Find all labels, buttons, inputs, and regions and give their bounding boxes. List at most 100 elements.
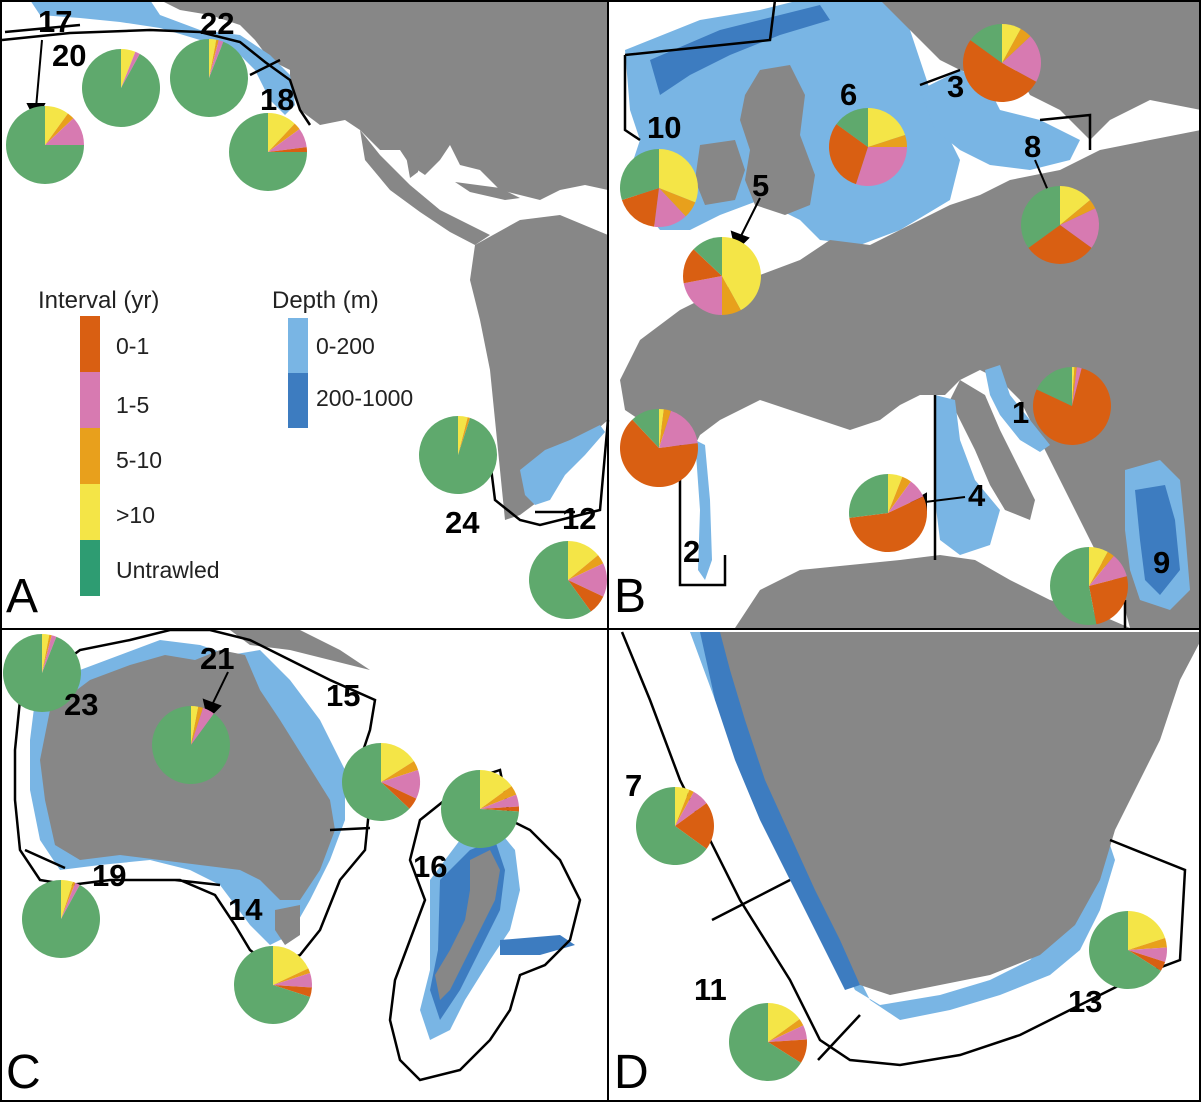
region-label-7: 7	[625, 768, 642, 803]
north-america-land	[160, 0, 608, 200]
pie-slice-15-gt10	[381, 743, 414, 782]
mediterranean-eez-boundary	[933, 395, 1127, 628]
pie-region-4	[849, 474, 927, 553]
patagonia-shelf	[520, 425, 605, 505]
pie-slice-6-gt10	[868, 108, 906, 147]
new-guinea-land	[230, 630, 370, 670]
pie-slice-19-1-5	[61, 882, 80, 919]
pie-slice-20-1-5	[121, 51, 140, 88]
chatham-rise-slope	[500, 935, 575, 955]
pie-slice-9-5-10	[1089, 551, 1114, 586]
pie-slice-20-gt10	[121, 49, 136, 88]
pie-slice-16-untrawled	[441, 770, 519, 848]
pie-slice-2-untrawled	[632, 409, 659, 448]
pie-slice-17-untrawled	[6, 106, 84, 184]
arrow-17	[35, 39, 43, 109]
region-label-16: 16	[413, 849, 447, 884]
pie-slice-5-untrawled	[693, 237, 722, 276]
pie-slice-13-1-5	[1128, 947, 1167, 963]
pie-slice-18-1-5	[268, 129, 307, 152]
panel-letter-a: A	[6, 570, 38, 623]
pie-slice-21-untrawled	[151, 706, 230, 784]
pie-region-6	[829, 108, 907, 187]
pie-region-2	[620, 409, 698, 487]
region-label-15: 15	[326, 678, 360, 713]
pie-slice-12-untrawled	[528, 541, 591, 619]
pie-slice-16-1-5	[480, 794, 519, 809]
pie-region-12	[528, 541, 608, 619]
new-zealand-land	[435, 850, 500, 1000]
italy-land	[950, 380, 1035, 520]
pie-slice-7-5-10	[675, 789, 694, 826]
scandinavia-land	[880, 0, 1201, 140]
panel-letters: A B C D	[6, 570, 649, 1099]
pie-slice-24-gt10	[458, 416, 468, 455]
pie-slice-16-5-10	[480, 786, 517, 809]
pie-region-8	[1021, 186, 1099, 264]
cuba-land	[455, 182, 520, 200]
pie-region-23	[3, 634, 82, 713]
pie-slice-21-5-10	[191, 706, 204, 745]
pie-slice-13-5-10	[1128, 937, 1167, 950]
pie-slice-23-5-10	[42, 634, 52, 673]
north-sea-slope	[650, 5, 830, 95]
pie-slice-23-gt10	[42, 634, 50, 673]
pie-slice-5-5-10	[722, 276, 741, 315]
pie-region-11	[728, 1003, 807, 1082]
north-sea-eez-boundary	[623, 0, 1092, 150]
pie-region-15	[341, 743, 420, 821]
pie-slice-19-gt10	[61, 880, 74, 919]
region-label-19: 19	[92, 858, 126, 893]
region-label-12: 12	[562, 501, 596, 536]
pie-slice-6-untrawled	[836, 108, 868, 147]
pie-slice-17-1-5	[45, 118, 84, 145]
pie-slice-10-5-10	[659, 188, 696, 217]
pie-slice-19-5-10	[61, 881, 76, 919]
britain-land	[740, 65, 815, 215]
pie-slice-2-gt10	[659, 409, 664, 448]
region-label-18: 18	[260, 82, 294, 117]
pie-slice-8-5-10	[1060, 200, 1096, 225]
region-label-13: 13	[1068, 984, 1102, 1019]
region-label-9: 9	[1153, 545, 1170, 580]
pie-slice-22-untrawled	[170, 39, 249, 117]
region-label-21: 21	[200, 641, 234, 676]
legend-label-5-10: 5-10	[116, 447, 162, 473]
pie-slice-13-0-1	[1128, 950, 1166, 971]
iberia-shelf	[695, 440, 712, 580]
pie-slice-3-5-10	[1002, 28, 1031, 63]
pie-slice-22-5-10	[209, 39, 219, 78]
pie-region-17	[6, 106, 84, 184]
pie-slice-15-5-10	[381, 761, 419, 782]
pie-slice-24-5-10	[458, 417, 471, 455]
pie-slice-14-untrawled	[234, 946, 311, 1024]
pie-region-5	[683, 237, 761, 315]
legend-label-gt10: >10	[116, 502, 155, 528]
pie-region-18	[229, 113, 307, 191]
pie-slice-1-5-10	[1072, 367, 1077, 406]
legend-swatch-untrawled	[80, 540, 100, 596]
pie-slice-5-gt10	[722, 237, 761, 311]
pie-slice-2-5-10	[659, 409, 672, 448]
pie-slice-1-1-5	[1072, 367, 1082, 406]
pie-slice-24-untrawled	[419, 416, 498, 494]
pie-slice-22-gt10	[209, 39, 217, 78]
legend-label-0-1: 0-1	[116, 333, 149, 359]
pie-slice-14-1-5	[273, 972, 312, 988]
pie-region-20	[81, 49, 160, 127]
pie-region-19	[21, 880, 100, 958]
pie-slice-3-1-5	[1002, 36, 1041, 82]
pie-slice-8-0-1	[1028, 225, 1092, 264]
pie-slice-9-1-5	[1089, 555, 1127, 586]
pie-slice-12-1-5	[568, 563, 608, 597]
central-america-land	[360, 130, 490, 245]
pie-slice-15-0-1	[381, 782, 417, 809]
pie-slice-11-gt10	[768, 1003, 800, 1042]
pie-region-9	[1050, 547, 1129, 625]
pie-slice-17-5-10	[45, 113, 74, 145]
pie-slice-11-0-1	[768, 1039, 807, 1063]
region-label-20: 20	[52, 38, 86, 73]
panel-letter-d: D	[614, 1046, 649, 1099]
pie-slice-14-gt10	[273, 946, 309, 985]
